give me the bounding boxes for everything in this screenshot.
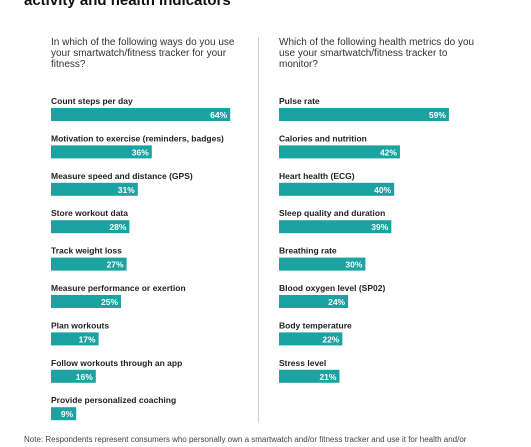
bar [51,257,127,271]
bar [279,220,392,234]
bar [279,332,343,346]
bar [51,108,231,121]
bar [279,257,366,271]
bar [51,182,138,196]
bar [279,295,349,308]
value-label: 17% [79,334,96,344]
bar [279,108,449,121]
value-label: 64% [210,110,227,120]
bar [51,295,121,308]
value-label: 9% [61,409,74,419]
category-label: Sleep quality and duration [279,208,385,218]
category-label: Measure speed and distance (GPS) [51,171,193,181]
value-label: 40% [374,185,391,195]
value-label: 36% [132,147,149,157]
category-label: Count steps per day [51,96,133,106]
category-label: Pulse rate [279,96,320,106]
bar [51,220,130,234]
category-label: Track weight loss [51,246,122,256]
value-label: 21% [319,372,336,382]
left-question: In which of the following ways do you us… [51,37,235,70]
category-label: Follow workouts through an app [51,358,182,368]
value-label: 59% [429,110,446,120]
category-label: Heart health (ECG) [279,171,355,181]
category-label: Measure performance or exertion [51,283,186,293]
footnote: Note: Respondents represent consumers wh… [24,435,467,444]
bar [279,369,340,383]
value-label: 42% [380,147,397,157]
value-label: 24% [328,297,345,307]
category-label: Stress level [279,358,326,368]
category-label: Motivation to exercise (reminders, badge… [51,133,224,143]
category-label: Store workout data [51,208,128,218]
bar [51,369,96,383]
right-question: Which of the following health metrics do… [279,37,475,70]
bar [51,145,152,159]
category-label: Plan workouts [51,320,109,330]
value-label: 25% [101,297,118,307]
category-label: Blood oxygen level (SP02) [279,283,385,293]
chart-title: activity and health indicators [24,0,231,9]
value-label: 22% [322,334,339,344]
category-label: Calories and nutrition [279,133,367,143]
value-label: 30% [345,260,362,270]
bar [279,145,400,159]
value-label: 39% [371,222,388,232]
bar [279,182,395,196]
value-label: 16% [76,372,93,382]
bar [51,332,99,346]
value-label: 27% [107,260,124,270]
value-label: 28% [109,222,126,232]
bar [51,407,77,421]
panel-divider [258,37,259,423]
category-label: Provide personalized coaching [51,395,176,405]
category-label: Breathing rate [279,246,337,256]
value-label: 31% [118,185,135,195]
category-label: Body temperature [279,320,352,330]
